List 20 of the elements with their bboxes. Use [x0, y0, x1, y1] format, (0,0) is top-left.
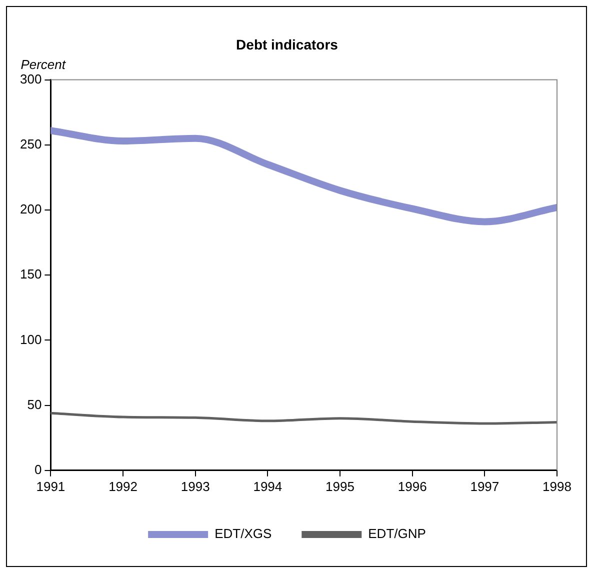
y-tick-label: 250 — [20, 136, 42, 152]
y-axis-title: Percent — [20, 56, 67, 72]
x-tick-label: 1994 — [253, 478, 282, 494]
x-tick-label: 1998 — [542, 478, 572, 494]
legend-label: EDT/GNP — [368, 526, 426, 542]
x-tick-label: 1992 — [108, 478, 138, 494]
y-tick-label: 50 — [27, 396, 42, 412]
line-series — [50, 412, 557, 425]
y-tick-label: 300 — [20, 71, 42, 86]
y-tick-label: 100 — [20, 332, 42, 347]
x-tick-label: 1993 — [180, 478, 210, 494]
x-tick-label: 1995 — [326, 478, 354, 494]
y-tick-label: 0 — [34, 462, 42, 477]
legend-label: EDT/XGS — [214, 526, 272, 542]
x-tick-label: 1996 — [398, 478, 427, 494]
y-tick-label: 150 — [20, 266, 42, 282]
chart-title: Debt indicators — [236, 36, 338, 52]
y-tick-label: 200 — [20, 202, 42, 217]
x-tick-label: 1997 — [470, 478, 500, 494]
x-tick-label: 1991 — [36, 478, 66, 494]
